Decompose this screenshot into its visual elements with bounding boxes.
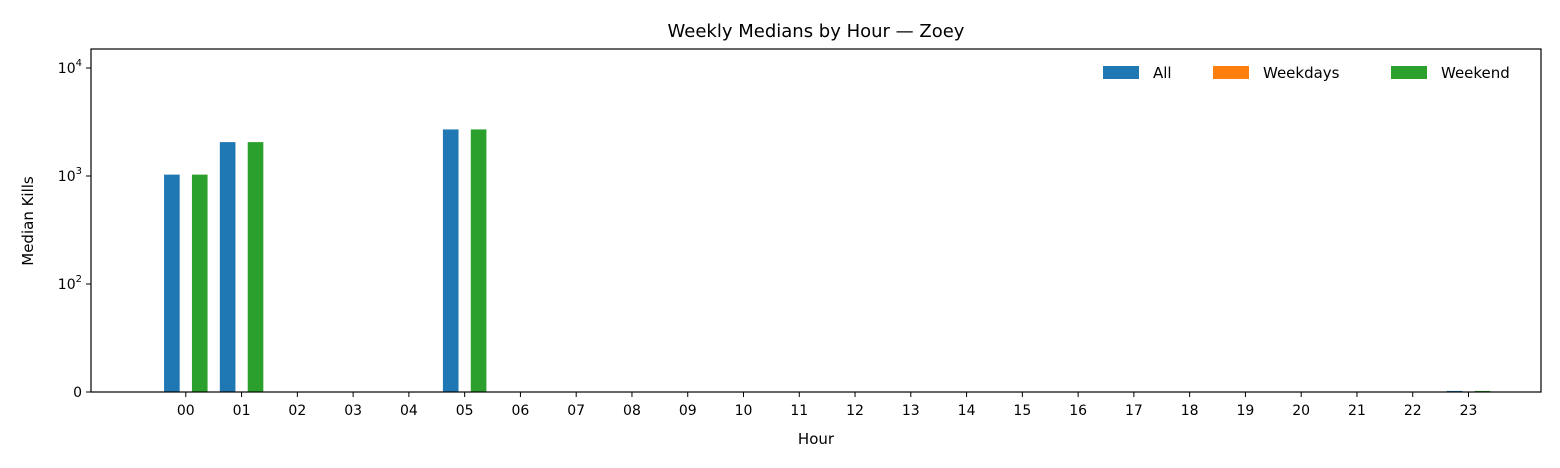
bars-group	[164, 129, 1491, 392]
x-tick-label: 00	[177, 403, 195, 419]
legend-label-weekend: Weekend	[1441, 64, 1510, 82]
x-ticks-group: 00 01 02 03 04 05 06 07 08 09 10 11 12 13 14 15 16 17 18 19…	[177, 392, 1478, 419]
x-tick-label: 14	[958, 403, 976, 419]
legend: All Weekdays Weekend	[1103, 64, 1510, 82]
x-tick-label: 16	[1069, 403, 1087, 419]
bar-all-00	[164, 174, 180, 392]
x-tick-label: 09	[679, 403, 697, 419]
legend-swatch-all	[1103, 66, 1139, 79]
y-tick-label: 103	[58, 166, 82, 185]
x-tick-label: 08	[623, 403, 641, 419]
bar-all-01	[219, 142, 236, 392]
x-tick-label: 01	[233, 403, 251, 419]
x-tick-label: 20	[1292, 403, 1310, 419]
x-tick-label: 17	[1125, 403, 1143, 419]
x-tick-label: 10	[735, 403, 753, 419]
plot-frame	[90, 48, 1542, 393]
y-ticks-group: 0 102 103 104	[58, 58, 91, 401]
y-axis-label: Median Kills	[19, 176, 37, 266]
x-tick-label: 02	[288, 403, 306, 419]
bar-weekend-01	[247, 142, 264, 392]
x-tick-label: 11	[790, 403, 808, 419]
bar-weekend-05	[470, 129, 487, 392]
bar-all-05	[442, 129, 459, 392]
x-tick-label: 03	[344, 403, 362, 419]
y-tick-label: 0	[73, 385, 82, 401]
x-tick-label: 13	[902, 403, 920, 419]
x-axis-label: Hour	[798, 430, 835, 448]
x-tick-label: 06	[512, 403, 530, 419]
x-tick-label: 07	[567, 403, 585, 419]
x-tick-label: 23	[1460, 403, 1478, 419]
legend-label-all: All	[1153, 64, 1172, 82]
x-tick-label: 18	[1181, 403, 1199, 419]
bar-weekend-00	[191, 174, 208, 392]
chart-title: Weekly Medians by Hour — Zoey	[668, 21, 965, 42]
x-tick-label: 15	[1013, 403, 1031, 419]
x-tick-label: 05	[456, 403, 474, 419]
x-tick-label: 12	[846, 403, 864, 419]
x-tick-label: 04	[400, 403, 418, 419]
y-tick-label: 104	[58, 58, 82, 77]
y-tick-label: 102	[58, 274, 82, 293]
x-tick-label: 19	[1237, 403, 1255, 419]
x-tick-label: 22	[1404, 403, 1422, 419]
x-tick-label: 21	[1348, 403, 1366, 419]
legend-swatch-weekdays	[1213, 66, 1249, 79]
legend-swatch-weekend	[1391, 66, 1427, 79]
legend-label-weekdays: Weekdays	[1263, 64, 1340, 82]
